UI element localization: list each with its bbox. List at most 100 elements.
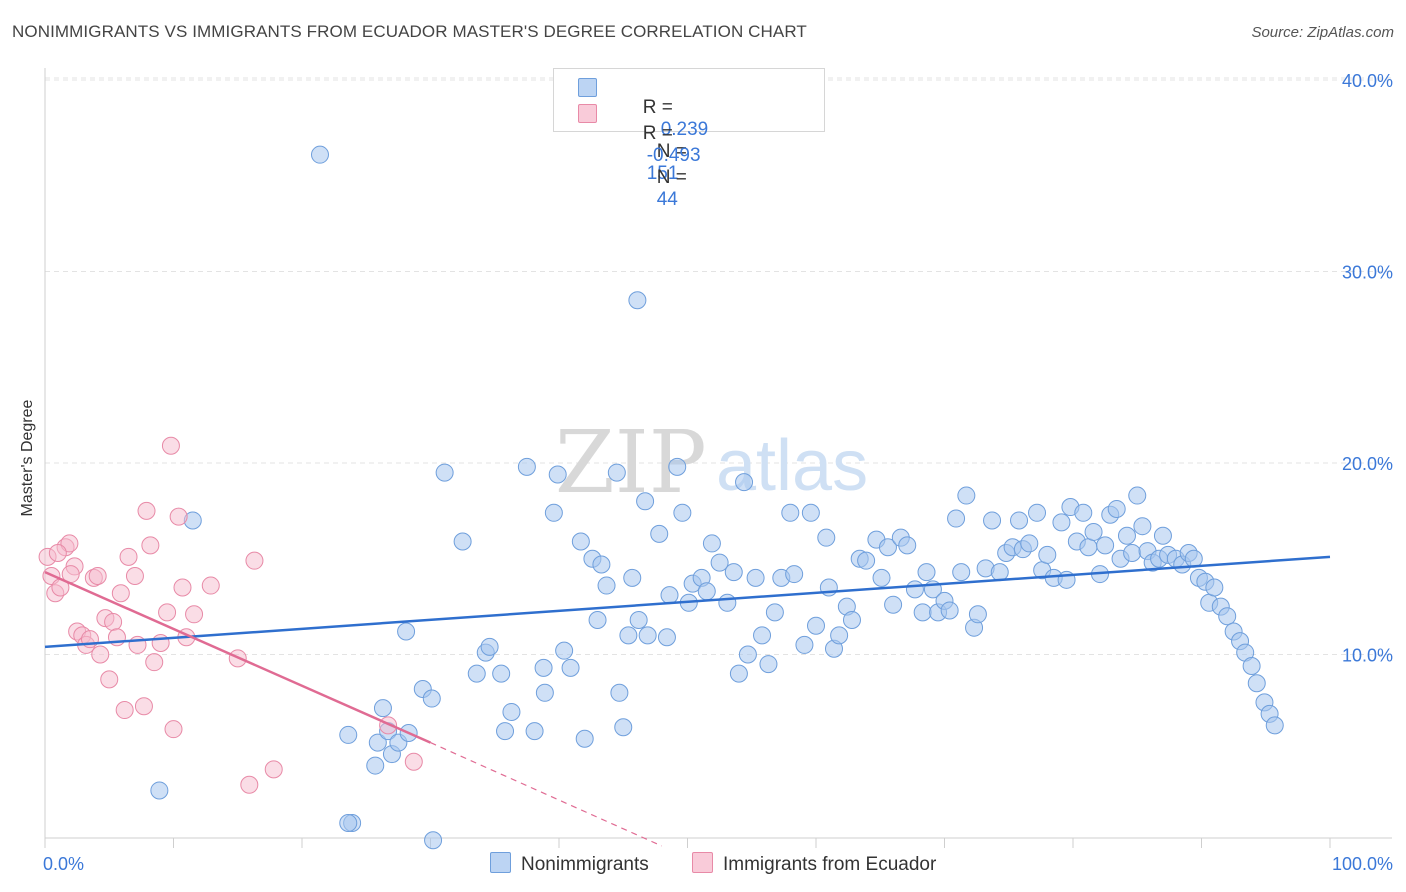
data-point bbox=[1133, 517, 1152, 536]
data-point bbox=[781, 503, 800, 522]
data-point bbox=[913, 603, 932, 622]
y-axis-label: Master's Degree bbox=[19, 399, 36, 517]
data-point bbox=[48, 544, 67, 563]
data-point bbox=[115, 701, 134, 720]
data-point bbox=[339, 814, 358, 833]
data-point bbox=[88, 566, 107, 585]
data-point bbox=[141, 536, 160, 555]
legend-n-value: 44 bbox=[656, 189, 678, 210]
data-point bbox=[1184, 549, 1203, 568]
data-point bbox=[548, 465, 567, 484]
data-point bbox=[164, 720, 183, 739]
data-point bbox=[201, 576, 220, 595]
data-point bbox=[424, 831, 443, 850]
pink-swatch-icon bbox=[692, 852, 713, 873]
data-point bbox=[884, 595, 903, 614]
data-point bbox=[480, 637, 499, 656]
legend-n-label: N = bbox=[656, 141, 687, 162]
data-point bbox=[453, 532, 472, 551]
data-point bbox=[339, 725, 358, 744]
trend-lines bbox=[44, 555, 1331, 847]
y-tick-label: 40.0% bbox=[1342, 71, 1393, 91]
data-point bbox=[759, 655, 778, 674]
blue-swatch-icon bbox=[578, 78, 597, 97]
series-nonimmigrants bbox=[150, 145, 1284, 850]
data-point bbox=[161, 436, 180, 455]
data-point bbox=[1218, 607, 1237, 626]
data-point bbox=[1052, 513, 1071, 532]
trend-line-ecuador-extension bbox=[430, 742, 663, 847]
data-point bbox=[1107, 499, 1126, 518]
series-immigrants-ecuador bbox=[38, 436, 423, 794]
data-point bbox=[134, 697, 153, 716]
legend-n-value: 151 bbox=[646, 163, 679, 184]
data-point bbox=[765, 603, 784, 622]
legend-r-value: 0.239 bbox=[660, 119, 709, 140]
data-point bbox=[628, 291, 647, 310]
data-point bbox=[158, 603, 177, 622]
data-point bbox=[496, 722, 515, 741]
data-point bbox=[1074, 503, 1093, 522]
data-point bbox=[1038, 545, 1057, 564]
data-point bbox=[753, 626, 772, 645]
data-point bbox=[245, 551, 264, 570]
data-point bbox=[718, 593, 737, 612]
legend-n-label: N = bbox=[656, 167, 687, 188]
chart-title: NONIMMIGRANTS VS IMMIGRANTS FROM ECUADOR… bbox=[12, 22, 807, 41]
data-point bbox=[535, 683, 554, 702]
data-point bbox=[619, 626, 638, 645]
data-point bbox=[422, 689, 441, 708]
bottom-legend-label: Nonimmigrants bbox=[521, 854, 649, 875]
data-point bbox=[435, 463, 454, 482]
data-point bbox=[905, 580, 924, 599]
data-point bbox=[1096, 536, 1115, 555]
data-point bbox=[575, 729, 594, 748]
data-point bbox=[657, 628, 676, 647]
data-point bbox=[614, 718, 633, 737]
y-tick-label: 20.0% bbox=[1342, 454, 1393, 474]
data-point bbox=[1205, 578, 1224, 597]
axes bbox=[44, 68, 1392, 848]
trend-line-nonimmigrants bbox=[44, 555, 1331, 649]
data-point bbox=[368, 733, 387, 752]
data-point bbox=[592, 555, 611, 574]
data-point bbox=[952, 563, 971, 582]
data-point bbox=[650, 524, 669, 543]
data-point bbox=[366, 756, 385, 775]
data-point bbox=[807, 616, 825, 635]
data-point bbox=[610, 683, 629, 702]
data-point bbox=[795, 635, 814, 654]
data-point bbox=[857, 551, 876, 570]
data-point bbox=[1020, 534, 1039, 553]
x-tick-label: 100.0% bbox=[1332, 854, 1393, 874]
legend-r-label: R = bbox=[642, 123, 673, 144]
data-point bbox=[517, 457, 536, 476]
data-point bbox=[785, 565, 804, 584]
data-point bbox=[710, 553, 729, 572]
data-point bbox=[983, 511, 1002, 530]
data-point bbox=[1153, 526, 1172, 545]
data-point bbox=[397, 622, 416, 641]
data-point bbox=[629, 611, 648, 630]
data-point bbox=[1242, 656, 1261, 675]
data-point bbox=[1265, 716, 1284, 735]
data-point bbox=[636, 492, 655, 511]
data-point bbox=[597, 576, 616, 595]
data-point bbox=[111, 584, 130, 603]
data-point bbox=[555, 641, 574, 660]
data-point bbox=[702, 534, 721, 553]
data-point bbox=[1123, 544, 1142, 563]
data-point bbox=[1117, 526, 1136, 545]
data-point bbox=[878, 538, 897, 557]
data-point bbox=[588, 611, 607, 630]
data-point bbox=[264, 760, 283, 779]
bottom-legend-ecuador: Immigrants from Ecuador bbox=[692, 852, 936, 876]
data-point bbox=[1084, 522, 1103, 541]
blue-swatch-icon bbox=[490, 852, 511, 873]
data-point bbox=[842, 611, 861, 630]
data-point bbox=[310, 145, 329, 164]
tick-labels: 10.0% 20.0% 30.0% 40.0% 0.0% 100.0% bbox=[43, 71, 1393, 874]
data-point bbox=[735, 473, 754, 492]
data-point bbox=[898, 536, 917, 555]
